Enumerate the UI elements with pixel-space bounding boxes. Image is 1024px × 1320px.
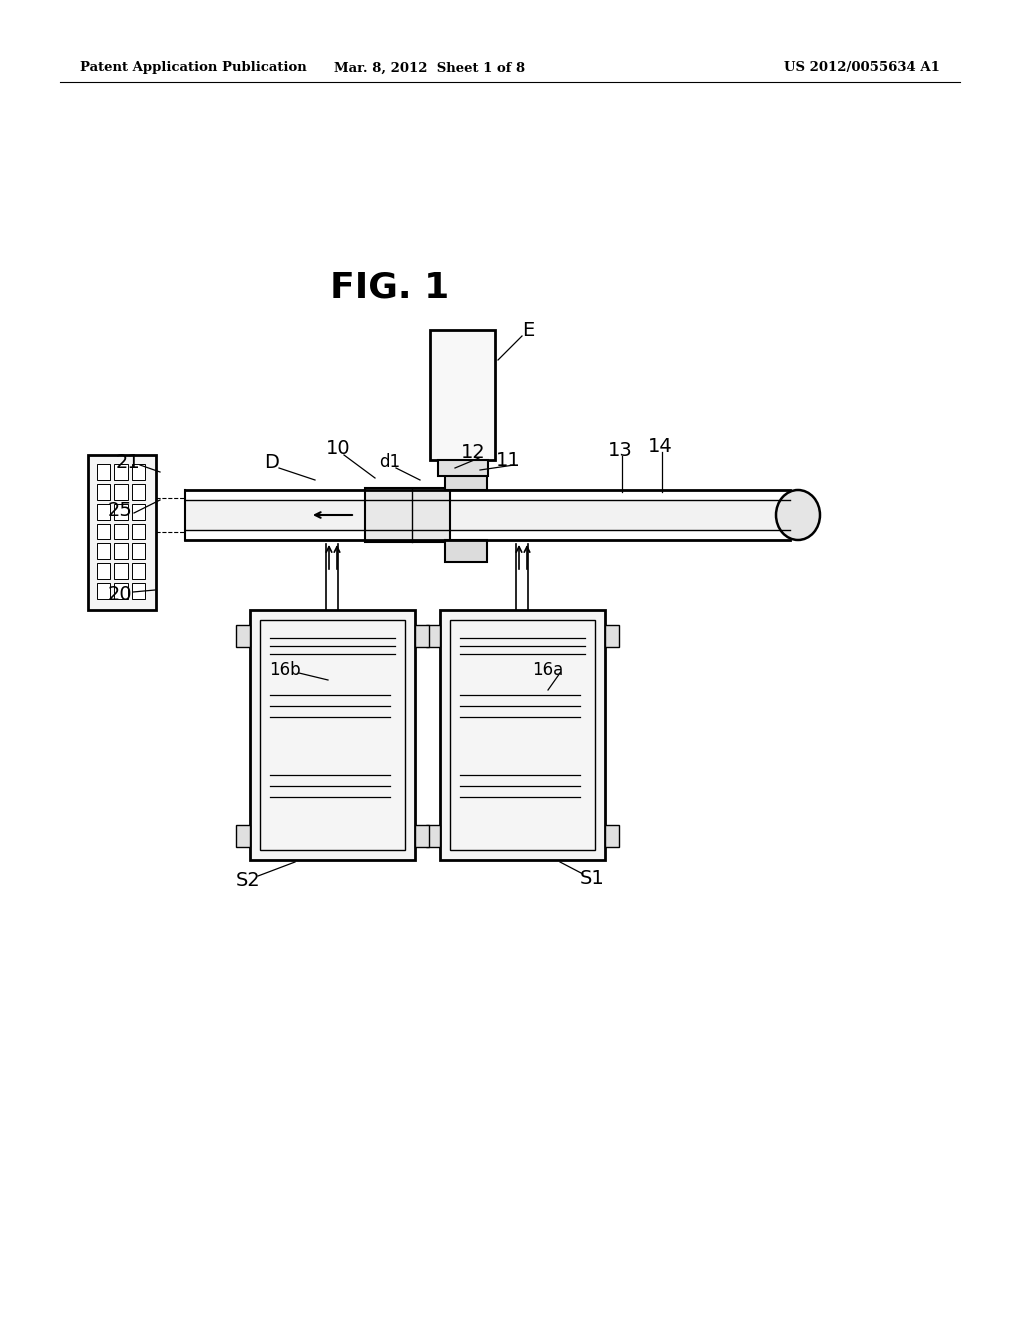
Text: 16a: 16a <box>532 661 563 678</box>
Bar <box>97 465 111 480</box>
Text: 12: 12 <box>461 442 485 462</box>
Bar <box>115 484 128 500</box>
Text: 21: 21 <box>116 453 140 471</box>
Bar <box>97 484 111 500</box>
Bar <box>415 624 429 647</box>
Text: Mar. 8, 2012  Sheet 1 of 8: Mar. 8, 2012 Sheet 1 of 8 <box>335 62 525 74</box>
Bar <box>132 484 145 500</box>
Bar <box>97 524 111 540</box>
Bar <box>132 524 145 540</box>
Bar <box>132 583 145 599</box>
Bar <box>236 624 250 647</box>
Bar <box>437 459 487 477</box>
Bar <box>260 620 406 850</box>
Text: E: E <box>522 321 535 339</box>
Text: 14: 14 <box>647 437 673 455</box>
Text: FIG. 1: FIG. 1 <box>331 271 450 305</box>
Bar <box>426 825 440 847</box>
Bar <box>450 620 595 850</box>
Bar <box>236 825 250 847</box>
Bar <box>97 544 111 560</box>
Bar <box>132 544 145 560</box>
Bar <box>445 469 487 490</box>
Bar <box>132 504 145 520</box>
Text: D: D <box>264 453 280 471</box>
Text: 13: 13 <box>607 441 633 459</box>
Text: 25: 25 <box>108 500 132 520</box>
Bar <box>415 825 429 847</box>
Text: d1: d1 <box>380 453 400 471</box>
Bar <box>250 610 415 861</box>
Bar <box>97 564 111 579</box>
Bar <box>115 504 128 520</box>
Text: 16b: 16b <box>269 661 301 678</box>
Ellipse shape <box>776 490 820 540</box>
Bar <box>445 540 487 562</box>
Text: 10: 10 <box>326 438 350 458</box>
Bar <box>426 624 440 647</box>
Bar <box>430 330 495 459</box>
Bar <box>88 455 156 610</box>
Bar <box>440 610 605 861</box>
Bar <box>605 825 618 847</box>
Bar <box>97 583 111 599</box>
Text: 11: 11 <box>496 450 520 470</box>
Bar <box>132 465 145 480</box>
Bar <box>365 488 450 543</box>
Bar <box>115 465 128 480</box>
Text: S2: S2 <box>236 870 260 890</box>
Bar <box>115 583 128 599</box>
Bar <box>115 544 128 560</box>
Bar <box>185 500 790 531</box>
Bar <box>132 564 145 579</box>
Text: Patent Application Publication: Patent Application Publication <box>80 62 307 74</box>
Bar <box>97 504 111 520</box>
Bar <box>115 524 128 540</box>
Text: S1: S1 <box>580 869 604 887</box>
Text: US 2012/0055634 A1: US 2012/0055634 A1 <box>784 62 940 74</box>
Bar <box>115 564 128 579</box>
Bar <box>605 624 618 647</box>
Text: 20: 20 <box>108 586 132 605</box>
